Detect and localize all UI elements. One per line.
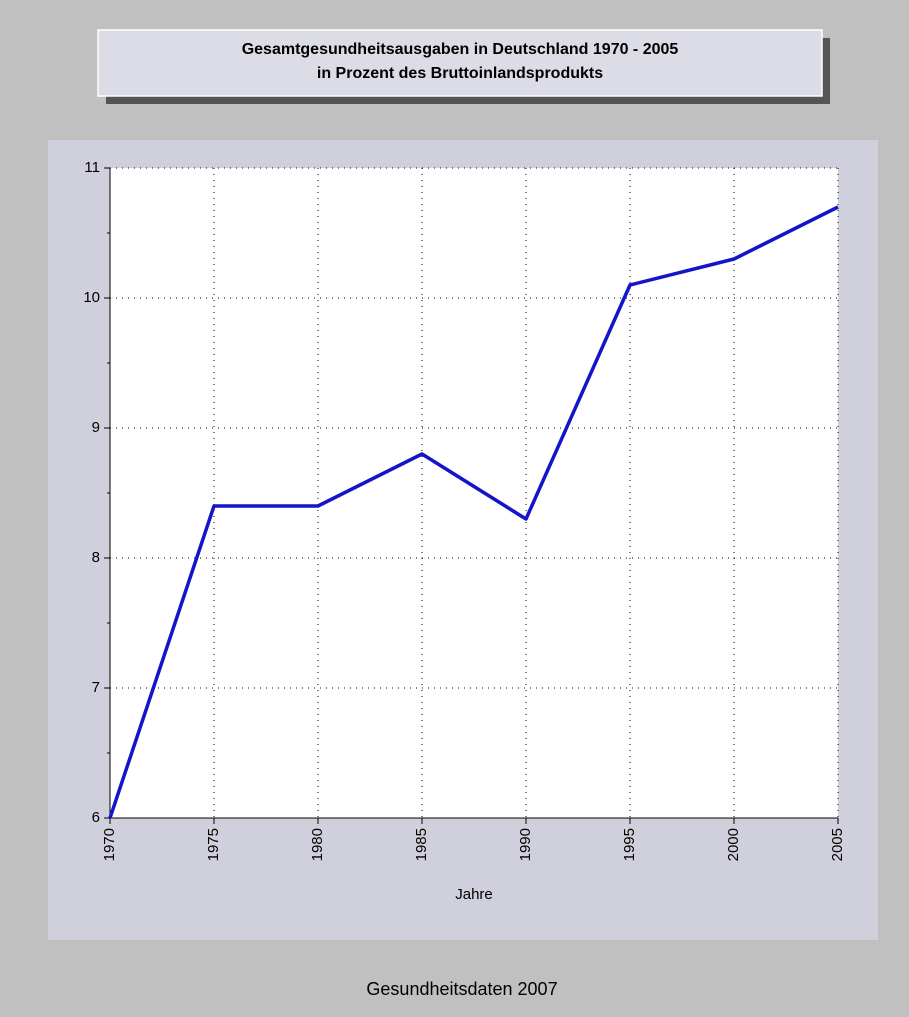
title-box bbox=[97, 29, 823, 97]
plot-area bbox=[110, 168, 838, 818]
x-axis-label: Jahre bbox=[455, 886, 493, 903]
y-tick-label: 10 bbox=[83, 289, 100, 306]
y-tick-label: 8 bbox=[92, 549, 100, 566]
x-tick-label: 1985 bbox=[413, 828, 430, 861]
x-tick-label: 1990 bbox=[517, 828, 534, 861]
y-tick-label: 7 bbox=[92, 679, 100, 696]
y-tick-label: 6 bbox=[92, 809, 100, 826]
y-tick-label: 9 bbox=[92, 419, 100, 436]
x-tick-label: 2005 bbox=[829, 828, 846, 861]
x-tick-label: 1970 bbox=[101, 828, 118, 861]
x-tick-label: 1995 bbox=[621, 828, 638, 861]
chart-subtitle: in Prozent des Bruttoinlandsprodukts bbox=[317, 65, 603, 82]
x-tick-label: 1980 bbox=[309, 828, 326, 861]
caption: Gesundheitsdaten 2007 bbox=[366, 979, 557, 999]
data-line bbox=[108, 205, 839, 819]
y-tick-label: 11 bbox=[84, 159, 100, 176]
chart-title: Gesamtgesundheitsausgaben in Deutschland… bbox=[242, 41, 679, 58]
x-tick-label: 2000 bbox=[725, 828, 742, 861]
x-tick-label: 1975 bbox=[205, 828, 222, 861]
